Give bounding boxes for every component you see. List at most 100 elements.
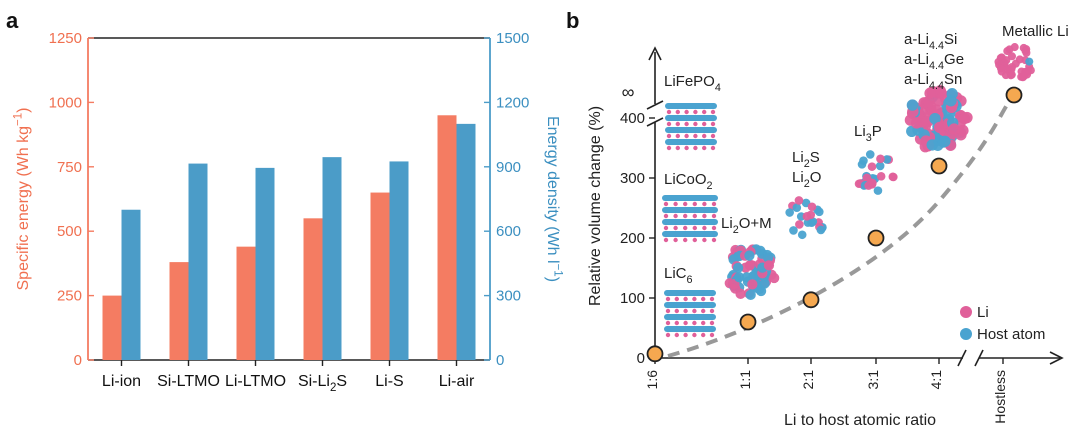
host-layer bbox=[662, 219, 718, 225]
atom bbox=[785, 208, 794, 217]
a-li44-cluster-icon bbox=[904, 85, 973, 153]
li-atom bbox=[674, 296, 679, 302]
panel-b-data-point bbox=[1005, 86, 1023, 104]
atom bbox=[744, 250, 755, 261]
li-atom bbox=[683, 225, 688, 231]
atom bbox=[1021, 46, 1030, 55]
li-atom bbox=[683, 332, 688, 338]
atom bbox=[789, 226, 798, 235]
panel-a-label: a bbox=[6, 8, 19, 33]
li-atom bbox=[684, 109, 689, 115]
li2s-cluster-icon bbox=[785, 196, 827, 240]
atom bbox=[744, 260, 755, 271]
li-atom bbox=[709, 320, 715, 326]
panel-b-y-break-mark bbox=[646, 100, 664, 110]
host-layer bbox=[665, 115, 717, 121]
panel-a-right-tick-label: 600 bbox=[496, 223, 521, 240]
li-atom bbox=[675, 145, 680, 151]
bar-specific-energy bbox=[169, 262, 189, 360]
panel-b-x-axis-title: Li to host atomic ratio bbox=[784, 412, 936, 429]
li-atom bbox=[666, 109, 672, 115]
atom bbox=[882, 155, 892, 164]
atom bbox=[957, 124, 969, 137]
li-atom bbox=[675, 133, 680, 139]
li-atom bbox=[711, 237, 717, 243]
panel-b-x-break-mark bbox=[974, 349, 984, 367]
metallic-li-cluster-icon bbox=[994, 43, 1035, 82]
li2o-m-cluster-icon bbox=[724, 244, 780, 300]
legend-marker bbox=[960, 306, 972, 318]
li-atom bbox=[692, 237, 697, 243]
li-atom bbox=[711, 213, 717, 219]
panel-b-data-point bbox=[930, 157, 948, 175]
panel-a-right-tick-label: 900 bbox=[496, 159, 521, 176]
bar-energy-density bbox=[188, 163, 208, 360]
bar-specific-energy bbox=[102, 295, 122, 360]
li-atom bbox=[663, 213, 669, 219]
atom bbox=[1003, 47, 1012, 56]
li-atom bbox=[692, 213, 697, 219]
bar-energy-density bbox=[121, 209, 141, 360]
bar-energy-density bbox=[322, 157, 342, 360]
li-atom bbox=[673, 201, 678, 207]
atom bbox=[1025, 57, 1034, 66]
li-atom bbox=[683, 296, 688, 302]
li-atom bbox=[692, 320, 697, 326]
li-atom bbox=[692, 296, 697, 302]
li-atom bbox=[702, 225, 707, 231]
panel-b-annotation: a-Li4.4Sn bbox=[904, 71, 962, 92]
panel-a-right-tick-label: 0 bbox=[496, 352, 504, 369]
panel-b-label: b bbox=[566, 8, 579, 33]
bar-specific-energy bbox=[303, 218, 323, 360]
host-layer bbox=[665, 139, 717, 145]
atom bbox=[873, 186, 883, 195]
li-atom bbox=[674, 320, 679, 326]
li-atom bbox=[665, 308, 671, 314]
li-atom bbox=[663, 237, 669, 243]
atom bbox=[741, 272, 752, 283]
li-atom bbox=[702, 133, 707, 139]
atom bbox=[745, 289, 756, 300]
panel-b-y-tick-label: 0 bbox=[637, 350, 645, 367]
li-atom bbox=[684, 121, 689, 127]
bar-energy-density bbox=[255, 167, 275, 360]
atom bbox=[948, 123, 960, 135]
li-atom bbox=[663, 201, 669, 207]
li-atom bbox=[663, 225, 669, 231]
li-atom bbox=[709, 332, 715, 338]
host-layer bbox=[662, 195, 718, 201]
li-atom bbox=[693, 133, 698, 139]
panel-b-x-break-mark bbox=[957, 349, 967, 367]
atom bbox=[996, 64, 1005, 73]
bar-specific-energy bbox=[370, 192, 390, 360]
li-atom bbox=[665, 320, 671, 326]
host-layer bbox=[662, 231, 718, 237]
panel-a-x-tick-label: Li-air bbox=[439, 373, 475, 390]
panel-a-left-tick-label: 750 bbox=[57, 159, 82, 176]
licoo2-structure-icon bbox=[662, 195, 718, 243]
panel-b-x-tick-label: 3:1 bbox=[865, 370, 881, 390]
atom bbox=[939, 135, 951, 148]
li-atom bbox=[709, 308, 715, 314]
li-atom bbox=[666, 133, 672, 139]
atom bbox=[733, 271, 745, 283]
atom bbox=[735, 288, 746, 299]
li-atom bbox=[675, 109, 680, 115]
panel-b-y-tick-label: 200 bbox=[620, 230, 645, 247]
atom bbox=[865, 150, 875, 159]
li-atom bbox=[701, 308, 706, 314]
panel-b-data-point bbox=[802, 291, 820, 309]
li-atom bbox=[674, 332, 679, 338]
li-atom bbox=[666, 145, 672, 151]
li-atom bbox=[666, 121, 672, 127]
panel-b-data-point bbox=[646, 345, 664, 363]
li-atom bbox=[693, 109, 698, 115]
li-atom bbox=[702, 213, 707, 219]
atom bbox=[1010, 43, 1019, 52]
panel-b-y-tick-label: 300 bbox=[620, 170, 645, 187]
atom bbox=[802, 212, 812, 221]
li-atom bbox=[711, 225, 717, 231]
li-atom bbox=[673, 213, 678, 219]
panel-b-annotation: a-Li4.4Si bbox=[904, 31, 957, 52]
